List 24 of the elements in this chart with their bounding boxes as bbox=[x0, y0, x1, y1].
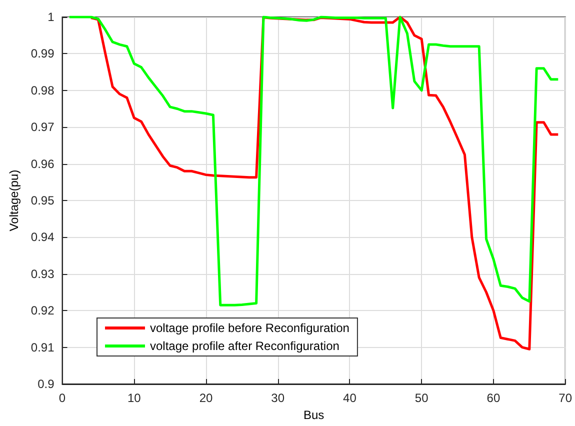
y-tick-label: 0.97 bbox=[30, 120, 55, 134]
legend-label: voltage profile before Reconfiguration bbox=[150, 321, 350, 335]
x-tick-label: 20 bbox=[199, 391, 213, 405]
y-tick-label: 0.91 bbox=[30, 340, 55, 354]
y-tick-label: 0.94 bbox=[30, 230, 55, 244]
line-series bbox=[68, 16, 560, 306]
x-axis-title: Bus bbox=[303, 408, 324, 422]
x-tick-label: 50 bbox=[414, 391, 429, 405]
x-tick-label: 70 bbox=[558, 391, 572, 405]
y-tick-label: 0.95 bbox=[30, 194, 55, 208]
y-tick-label: 1 bbox=[48, 10, 55, 24]
x-tick-label: 0 bbox=[58, 391, 66, 405]
legend-label: voltage profile after Reconfiguration bbox=[150, 339, 340, 353]
x-tick-label: 10 bbox=[127, 391, 142, 405]
y-tick-label: 0.92 bbox=[30, 304, 55, 318]
y-tick-label: 0.98 bbox=[30, 83, 55, 98]
x-tick-label: 60 bbox=[486, 391, 500, 405]
x-tick-label: 40 bbox=[343, 391, 357, 405]
x-tick-label: 30 bbox=[271, 391, 285, 405]
y-axis-title: Voltage(pu) bbox=[7, 170, 21, 232]
y-tick-label: 0.9 bbox=[38, 377, 55, 391]
y-tick-label: 0.96 bbox=[30, 156, 55, 171]
y-tick-label: 0.99 bbox=[30, 46, 55, 61]
y-tick-label: 0.93 bbox=[30, 266, 55, 281]
